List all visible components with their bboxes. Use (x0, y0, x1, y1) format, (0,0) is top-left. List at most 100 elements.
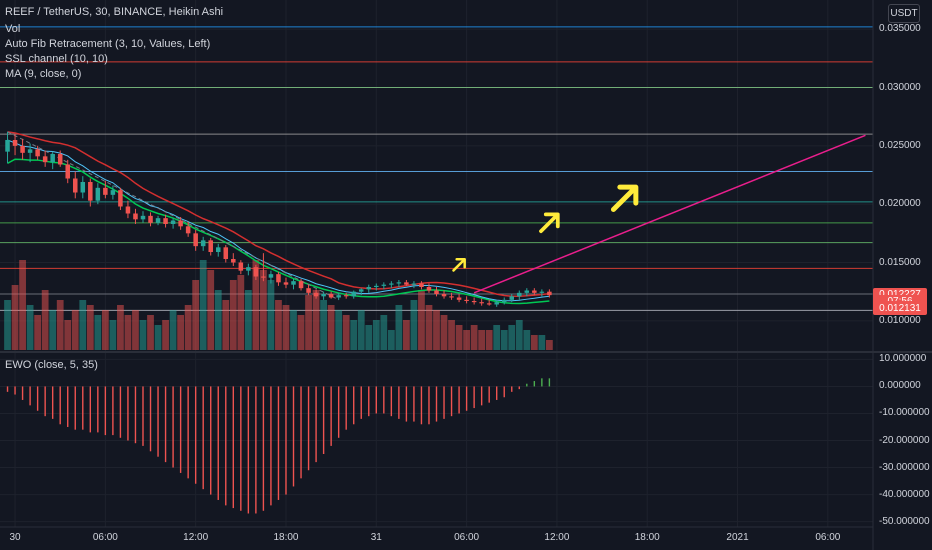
volume-bar (260, 270, 267, 350)
time-tick-label: 06:00 (815, 532, 841, 543)
candle-body (358, 289, 364, 292)
symbol-title[interactable]: REEF / TetherUS, 30, BINANCE, Heikin Ash… (5, 6, 224, 18)
fib-trend-dashed (7, 131, 339, 301)
candle-body (494, 302, 499, 305)
legend-ewo[interactable]: EWO (close, 5, 35) (5, 359, 98, 371)
time-tick-label: 06:00 (454, 532, 480, 543)
price-tick-label: 0.010000 (879, 314, 921, 326)
volume-bar (162, 320, 169, 350)
volume-bar (132, 310, 139, 350)
volume-bar (192, 280, 200, 350)
ewo-tick-label: -10.000000 (879, 407, 930, 419)
candle-body (411, 283, 417, 285)
candle-body (434, 290, 439, 294)
candle-body (343, 295, 349, 297)
volume-bar (86, 305, 94, 350)
price-tag: 0.012131 (873, 301, 927, 316)
legend-vol[interactable]: Vol (5, 23, 21, 35)
price-tick-label: 0.020000 (879, 198, 921, 210)
candle-body (185, 226, 191, 234)
candle-body (133, 213, 138, 220)
fib-levels (0, 26, 873, 311)
time-tick-label: 18:00 (273, 532, 299, 543)
candle-body (426, 287, 432, 291)
volume-bar (184, 305, 192, 350)
volume-bar (395, 305, 403, 350)
legend-ma[interactable]: MA (9, close, 0) (5, 68, 82, 80)
candle-body (396, 282, 402, 284)
volume-bar (500, 330, 508, 350)
volume-bar (109, 320, 117, 350)
candle-body (381, 284, 387, 286)
yellow-arrow-icon (452, 257, 466, 272)
candle-body (125, 206, 131, 214)
volume-bar (320, 300, 327, 350)
candle-body (539, 291, 545, 293)
candle-body (486, 303, 492, 305)
legend-fib[interactable]: Auto Fib Retracement (3, 10, Values, Lef… (5, 38, 211, 50)
candle-body (148, 215, 153, 223)
volume-bar (79, 300, 87, 350)
trend-line-segment (473, 134, 866, 294)
candle-body (336, 295, 341, 298)
candle-body (57, 154, 63, 165)
candle-body (479, 302, 484, 304)
volume-bar (71, 310, 79, 350)
candle-body (80, 182, 86, 193)
volume-bar (117, 305, 124, 350)
volume-bar (380, 315, 388, 350)
volume-bar (207, 270, 215, 350)
volume-bar (365, 325, 373, 350)
volume-bar (440, 315, 448, 350)
trend-line (473, 134, 866, 294)
volume-bar (403, 320, 410, 350)
candle-body (200, 240, 206, 247)
candle-body (110, 190, 116, 195)
time-tick-label: 2021 (726, 532, 749, 543)
yellow-arrow-icon (539, 212, 560, 234)
ewo-histogram (6, 378, 551, 514)
volume-bar (252, 260, 260, 350)
volume-bar (418, 290, 425, 350)
price-tick-label: 0.030000 (879, 81, 921, 93)
volume-bar (177, 315, 185, 350)
ewo-tick-label: 10.000000 (879, 353, 927, 365)
candle-body (35, 149, 40, 157)
volume-bar (493, 325, 501, 350)
candle-body (276, 274, 281, 283)
candle-body (20, 145, 25, 153)
volume-bar (229, 280, 237, 350)
candle-body (374, 285, 379, 287)
volume-bar (139, 320, 147, 350)
arrow-shaft (610, 187, 636, 213)
candle-body (313, 292, 319, 297)
volume-bar (372, 320, 380, 350)
candle-body (118, 190, 123, 207)
price-tick-label: 0.035000 (879, 23, 921, 35)
ma-line (7, 139, 550, 302)
volume-bar (342, 315, 350, 350)
candle-body (456, 297, 462, 300)
candle-body (155, 218, 161, 223)
volume-bar (282, 305, 290, 350)
candle-body (231, 259, 236, 263)
volume-bar (56, 300, 64, 350)
ewo-tick-label: -40.000000 (879, 488, 930, 500)
candle-body (298, 281, 304, 289)
volume-bar (297, 315, 305, 350)
volume-bar (41, 290, 49, 350)
candle-body (404, 282, 409, 285)
candle-body (547, 291, 552, 296)
candle-body (351, 291, 356, 297)
volume-bar (448, 320, 455, 350)
volume-bar (26, 305, 34, 350)
candle-body (328, 294, 334, 298)
legend-ssl[interactable]: SSL channel (10, 10) (5, 53, 108, 65)
candle-body (65, 164, 70, 179)
arrow-shaft (539, 214, 558, 234)
currency-button[interactable]: USDT (888, 4, 920, 23)
candle-body (501, 299, 507, 303)
yellow-arrow-icon (610, 184, 639, 213)
volume-bar (275, 300, 282, 350)
